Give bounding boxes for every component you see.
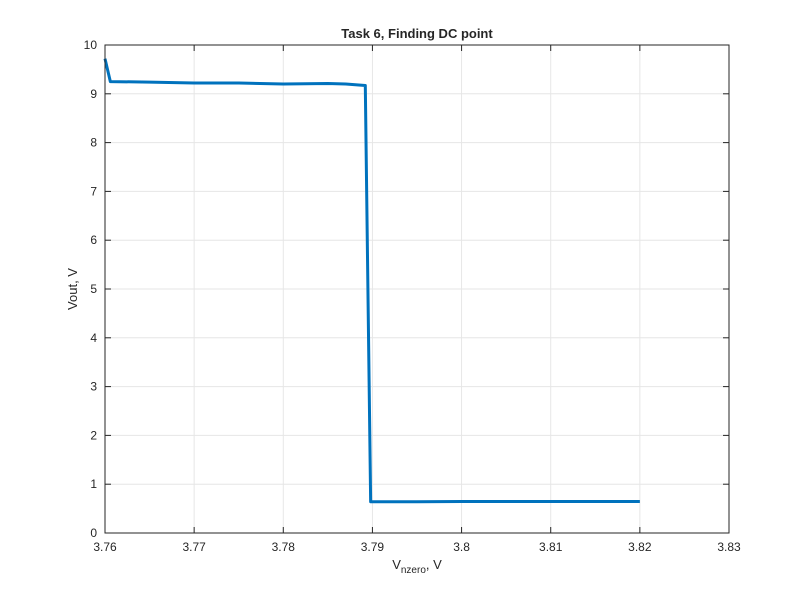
x-axis-label: Vnzero, V: [392, 557, 442, 576]
series-layer: [103, 58, 640, 504]
y-tick-label: 6: [90, 233, 97, 247]
x-tick-label: 3.79: [361, 540, 385, 554]
y-tick-label: 10: [84, 38, 98, 52]
x-tick-label: 3.78: [272, 540, 296, 554]
x-tick-label: 3.82: [628, 540, 652, 554]
y-tick-label: 1: [90, 477, 97, 491]
x-tick-label: 3.83: [717, 540, 741, 554]
y-tick-label: 2: [90, 428, 97, 442]
x-axis-label-main: V: [392, 557, 401, 572]
y-tick-label: 9: [90, 87, 97, 101]
x-axis-label-suffix: , V: [426, 557, 442, 572]
chart-title: Task 6, Finding DC point: [341, 26, 493, 41]
y-tick-labels: 0 1 2 3 4 5 6 7 8 9 10: [84, 38, 98, 540]
x-tick-label: 3.77: [182, 540, 206, 554]
x-tick-label: 3.81: [539, 540, 563, 554]
x-axis-label-subscript: nzero: [401, 565, 426, 576]
y-tick-label: 3: [90, 380, 97, 394]
ticks: [104, 44, 730, 534]
x-tick-labels: 3.76 3.77 3.78 3.79 3.8 3.81 3.82 3.83: [93, 540, 741, 554]
y-tick-label: 8: [90, 136, 97, 150]
x-tick-label: 3.76: [93, 540, 117, 554]
series-line: [103, 58, 640, 504]
y-axis-label: Vout, V: [65, 268, 80, 310]
y-tick-label: 0: [90, 526, 97, 540]
x-tick-label: 3.8: [453, 540, 470, 554]
y-tick-label: 7: [90, 184, 97, 198]
y-tick-label: 5: [90, 282, 97, 296]
y-tick-label: 4: [90, 331, 97, 345]
